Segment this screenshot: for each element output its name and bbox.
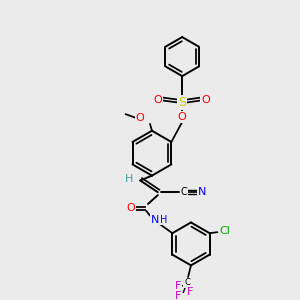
Text: F: F	[187, 287, 193, 297]
Text: Cl: Cl	[220, 226, 231, 236]
Text: C: C	[181, 187, 188, 197]
Text: C: C	[184, 278, 190, 287]
Text: O: O	[136, 113, 145, 123]
Text: F: F	[175, 291, 182, 300]
Text: F: F	[175, 281, 182, 291]
Text: H: H	[125, 173, 134, 184]
Text: O: O	[178, 112, 187, 122]
Text: O: O	[126, 203, 135, 213]
Text: O: O	[201, 95, 210, 106]
Text: N: N	[197, 187, 206, 197]
Text: O: O	[153, 95, 162, 106]
Text: S: S	[178, 96, 186, 109]
Text: H: H	[160, 214, 167, 224]
Text: N: N	[151, 214, 159, 224]
